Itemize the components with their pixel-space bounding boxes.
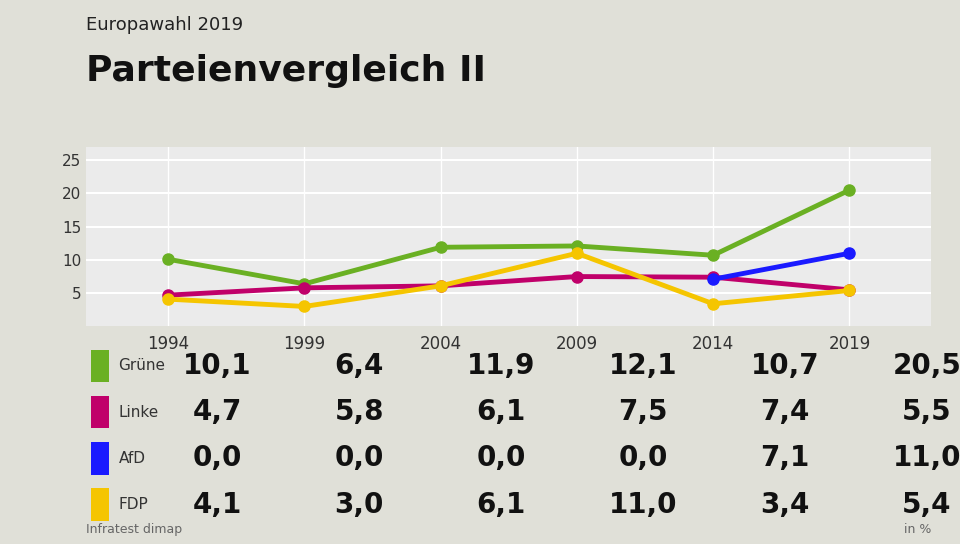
Text: 7,4: 7,4 xyxy=(760,398,809,426)
Text: 0,0: 0,0 xyxy=(618,444,668,472)
Text: 6,1: 6,1 xyxy=(476,398,526,426)
Text: 5,8: 5,8 xyxy=(334,398,384,426)
Text: 20,5: 20,5 xyxy=(893,352,960,380)
FancyBboxPatch shape xyxy=(90,350,109,382)
Text: 10,1: 10,1 xyxy=(183,352,252,380)
Text: 5,4: 5,4 xyxy=(902,491,951,518)
Text: Europawahl 2019: Europawahl 2019 xyxy=(86,16,244,34)
Text: FDP: FDP xyxy=(118,497,148,512)
Text: 0,0: 0,0 xyxy=(335,444,384,472)
Text: in %: in % xyxy=(903,523,931,536)
Text: 5,5: 5,5 xyxy=(902,398,951,426)
Text: Grüne: Grüne xyxy=(118,358,165,373)
Text: 4,7: 4,7 xyxy=(193,398,242,426)
Text: 4,1: 4,1 xyxy=(193,491,242,518)
Text: 6,1: 6,1 xyxy=(476,491,526,518)
FancyBboxPatch shape xyxy=(90,396,109,428)
FancyBboxPatch shape xyxy=(90,442,109,474)
Text: 0,0: 0,0 xyxy=(476,444,526,472)
Text: Infratest dimap: Infratest dimap xyxy=(86,523,182,536)
Text: 3,4: 3,4 xyxy=(760,491,809,518)
Text: 7,1: 7,1 xyxy=(760,444,809,472)
Text: 10,7: 10,7 xyxy=(751,352,820,380)
Text: 11,9: 11,9 xyxy=(467,352,536,380)
Text: 12,1: 12,1 xyxy=(609,352,678,380)
Text: 0,0: 0,0 xyxy=(193,444,242,472)
Text: 11,0: 11,0 xyxy=(893,444,960,472)
FancyBboxPatch shape xyxy=(90,489,109,521)
Text: Parteienvergleich II: Parteienvergleich II xyxy=(86,54,487,88)
Text: 11,0: 11,0 xyxy=(609,491,678,518)
Text: 6,4: 6,4 xyxy=(335,352,384,380)
Text: 7,5: 7,5 xyxy=(618,398,668,426)
Text: AfD: AfD xyxy=(118,451,146,466)
Text: Linke: Linke xyxy=(118,405,158,419)
Text: 3,0: 3,0 xyxy=(335,491,384,518)
